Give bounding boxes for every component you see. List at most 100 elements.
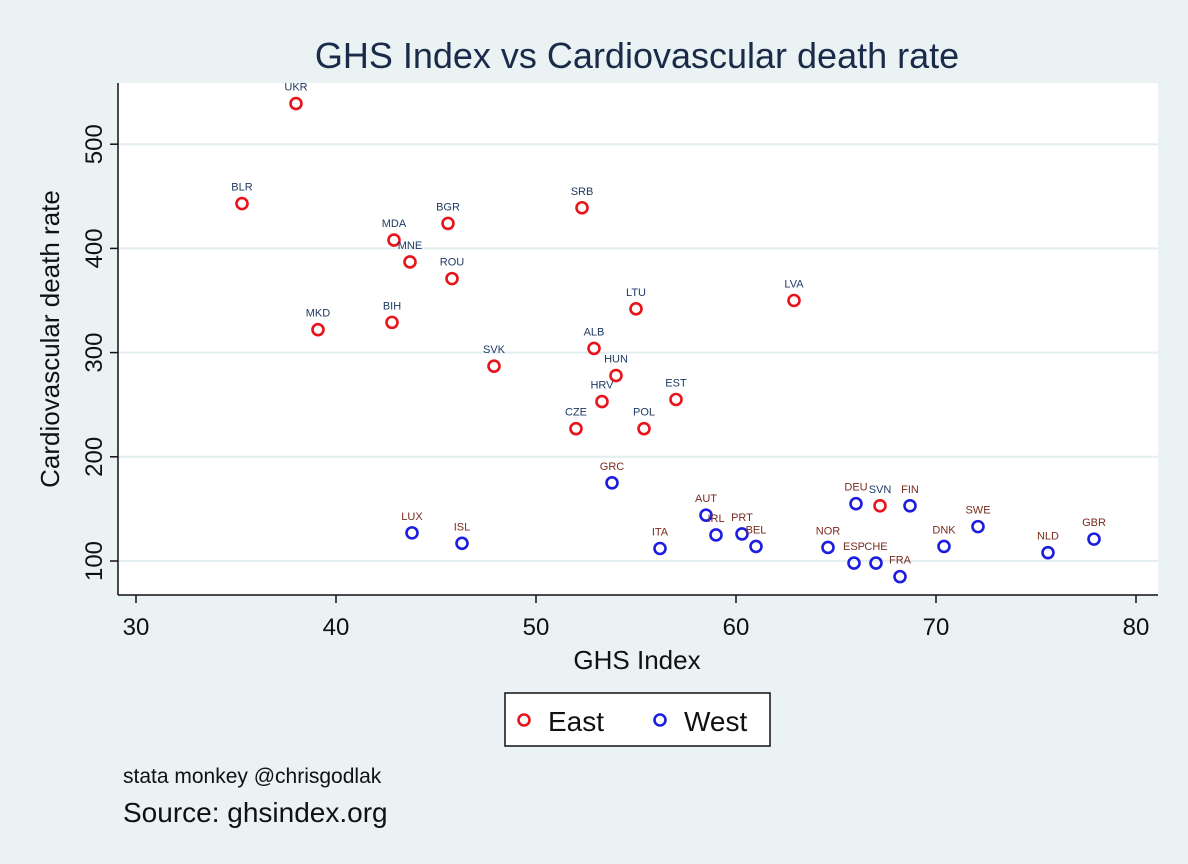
point-label-lux: LUX <box>401 511 423 523</box>
point-irl <box>709 528 723 542</box>
point-gbr <box>1087 532 1101 546</box>
point-bih <box>385 315 399 330</box>
y-tick-label-100: 100 <box>81 541 108 581</box>
x-tick-label-70: 70 <box>923 614 950 641</box>
point-svk <box>487 359 501 373</box>
point-mne <box>403 255 417 269</box>
point-lva <box>787 293 801 308</box>
point-ltu <box>629 302 643 316</box>
point-label-nor: NOR <box>816 525 841 537</box>
y-tick-label-200: 200 <box>81 437 108 477</box>
legend-box <box>504 692 771 747</box>
point-aut <box>699 508 713 522</box>
point-label-esp: ESP <box>843 541 865 553</box>
point-fra <box>893 569 907 584</box>
point-label-fin: FIN <box>901 484 919 496</box>
x-tick-label-30: 30 <box>123 614 150 641</box>
point-label-fra: FRA <box>889 555 912 567</box>
point-bgr <box>441 216 455 231</box>
point-label-mda: MDA <box>382 218 407 230</box>
point-label-hrv: HRV <box>590 380 614 392</box>
point-label-gbr: GBR <box>1082 517 1106 529</box>
point-label-blr: BLR <box>231 182 252 194</box>
point-label-che: CHE <box>864 541 887 553</box>
point-hrv <box>595 394 609 409</box>
point-label-alb: ALB <box>584 326 605 338</box>
point-label-mne: MNE <box>398 240 422 252</box>
point-label-lva: LVA <box>784 279 804 291</box>
point-label-srb: SRB <box>571 186 594 198</box>
legend-marker-west <box>653 713 667 727</box>
point-label-irl: IRL <box>707 513 724 525</box>
point-mkd <box>311 322 325 337</box>
point-bel <box>749 539 763 554</box>
gridlines <box>118 143 1158 562</box>
source-note: Source: ghsindex.org <box>123 797 388 828</box>
point-label-bgr: BGR <box>436 201 460 213</box>
point-mda <box>387 233 401 247</box>
point-ukr <box>289 96 303 111</box>
point-cze <box>569 421 583 436</box>
point-swe <box>971 519 985 534</box>
point-label-ltu: LTU <box>626 287 646 299</box>
axes: 30 40 50 60 70 80 100 200 300 400 500 <box>81 83 1158 641</box>
point-svn <box>873 498 887 513</box>
point-label-prt: PRT <box>731 512 753 524</box>
legend-label-east: East <box>548 706 604 737</box>
point-pol <box>637 421 651 436</box>
point-label-ukr: UKR <box>284 82 307 94</box>
point-label-svn: SVN <box>869 484 892 496</box>
point-esp <box>847 556 861 570</box>
point-fin <box>903 498 917 513</box>
point-label-deu: DEU <box>844 482 867 494</box>
point-label-mkd: MKD <box>306 308 331 320</box>
point-deu <box>849 496 863 511</box>
point-label-hun: HUN <box>604 354 628 366</box>
point-est <box>669 392 683 407</box>
point-label-bih: BIH <box>383 300 401 312</box>
x-tick-label-40: 40 <box>323 614 350 641</box>
point-prt <box>735 527 749 541</box>
point-label-svk: SVK <box>483 344 506 356</box>
data-labels: UKR BLR MDA MNE BGR ROU MKD BIH SVK SRB LTU ALB HUN H… <box>231 82 1106 567</box>
point-srb <box>575 200 589 215</box>
point-lux <box>405 526 419 540</box>
point-nor <box>821 540 835 555</box>
x-tick-label-80: 80 <box>1123 614 1150 641</box>
point-grc <box>605 476 619 490</box>
point-dnk <box>937 539 951 554</box>
legend: East West <box>504 692 771 747</box>
point-label-ita: ITA <box>652 526 669 538</box>
y-tick-label-400: 400 <box>81 228 108 268</box>
point-label-rou: ROU <box>440 257 465 269</box>
point-label-est: EST <box>665 377 687 389</box>
point-blr <box>235 196 249 211</box>
point-isl <box>455 536 469 551</box>
point-che <box>869 556 883 570</box>
legend-marker-east <box>517 713 531 727</box>
point-label-aut: AUT <box>695 493 717 505</box>
point-hun <box>609 368 623 383</box>
point-label-isl: ISL <box>454 521 471 533</box>
point-label-pol: POL <box>633 407 655 419</box>
y-tick-label-500: 500 <box>81 124 108 164</box>
point-nld <box>1041 545 1055 560</box>
legend-label-west: West <box>684 706 747 737</box>
point-label-nld: NLD <box>1037 531 1059 543</box>
data-points <box>235 96 1101 584</box>
point-label-dnk: DNK <box>932 524 956 536</box>
point-ita <box>653 541 667 556</box>
point-rou <box>445 271 459 286</box>
y-tick-label-300: 300 <box>81 333 108 373</box>
credit-note: stata monkey @chrisgodlak <box>123 765 382 788</box>
x-tick-label-50: 50 <box>523 614 550 641</box>
point-label-swe: SWE <box>965 505 990 517</box>
y-axis-title: Cardiovascular death rate <box>35 190 65 488</box>
x-axis-title: GHS Index <box>573 645 700 675</box>
x-tick-label-60: 60 <box>723 614 750 641</box>
point-label-grc: GRC <box>600 461 625 473</box>
chart-title: GHS Index vs Cardiovascular death rate <box>315 35 959 76</box>
point-label-bel: BEL <box>746 524 767 536</box>
plot-area <box>118 83 1158 595</box>
